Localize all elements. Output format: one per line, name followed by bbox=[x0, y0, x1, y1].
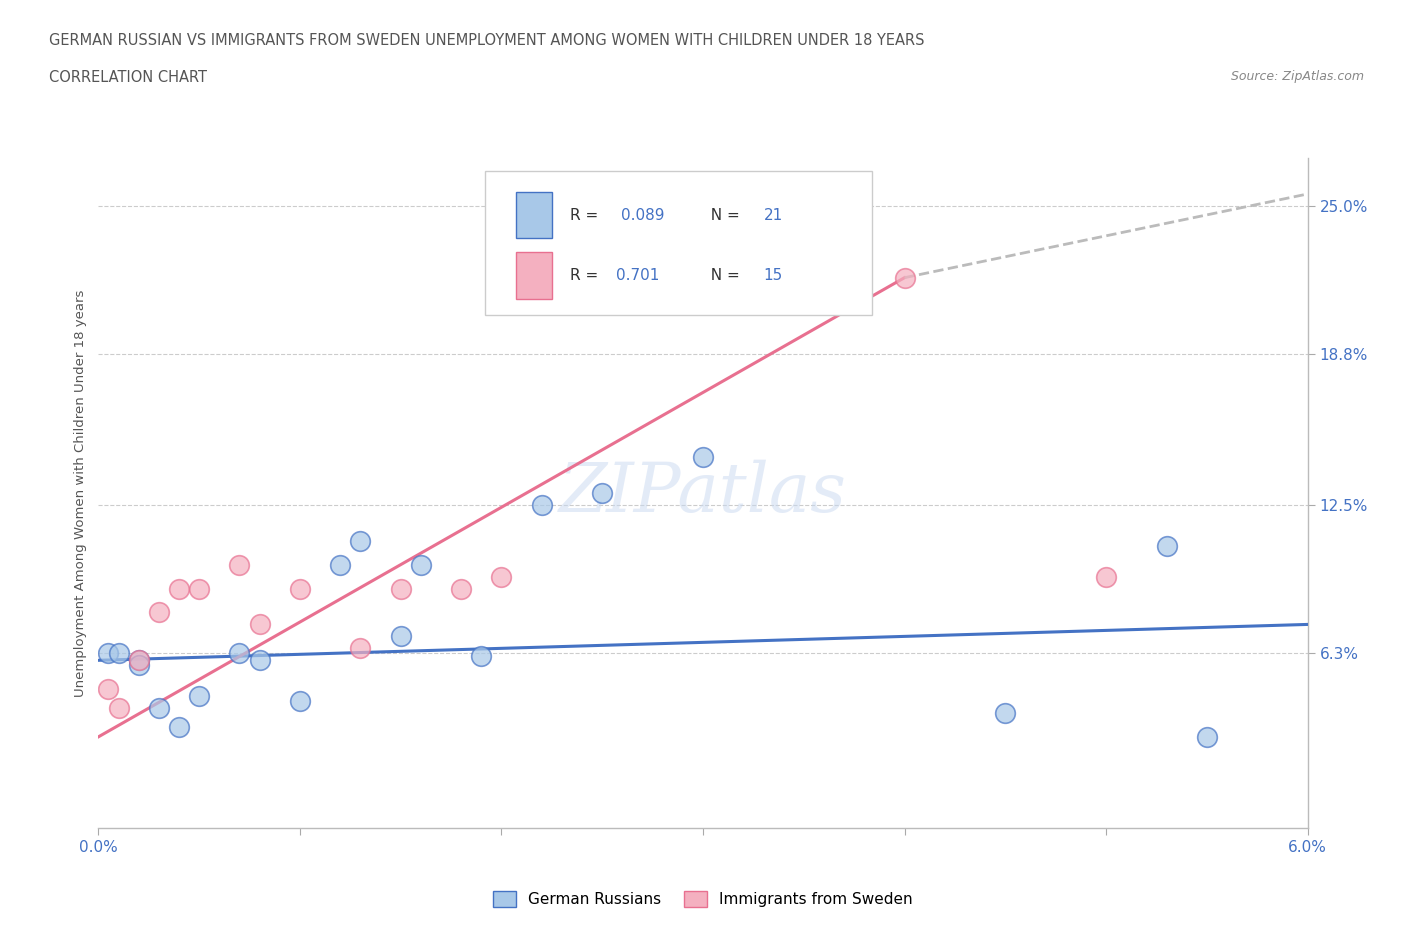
Point bbox=[188, 581, 211, 596]
Point bbox=[188, 689, 211, 704]
Legend: German Russians, Immigrants from Sweden: German Russians, Immigrants from Sweden bbox=[494, 891, 912, 907]
Point bbox=[128, 653, 150, 668]
Point bbox=[530, 498, 553, 512]
Text: Source: ZipAtlas.com: Source: ZipAtlas.com bbox=[1230, 70, 1364, 83]
Point bbox=[128, 653, 150, 668]
Point bbox=[107, 700, 129, 715]
Point bbox=[288, 694, 311, 709]
Point bbox=[591, 485, 613, 500]
Point bbox=[692, 449, 714, 464]
Text: N =: N = bbox=[700, 207, 744, 222]
Point bbox=[893, 271, 915, 286]
Point bbox=[107, 645, 129, 660]
Point bbox=[994, 706, 1017, 721]
Text: CORRELATION CHART: CORRELATION CHART bbox=[49, 70, 207, 85]
Point bbox=[128, 658, 150, 672]
Point bbox=[470, 648, 492, 663]
Point bbox=[349, 533, 371, 548]
Point bbox=[148, 700, 170, 715]
Point bbox=[249, 653, 271, 668]
Point bbox=[450, 581, 472, 596]
Y-axis label: Unemployment Among Women with Children Under 18 years: Unemployment Among Women with Children U… bbox=[75, 289, 87, 697]
Point bbox=[228, 645, 250, 660]
Point bbox=[167, 720, 190, 735]
Point bbox=[249, 617, 271, 631]
Point bbox=[349, 641, 371, 656]
Point bbox=[491, 569, 513, 584]
Text: GERMAN RUSSIAN VS IMMIGRANTS FROM SWEDEN UNEMPLOYMENT AMONG WOMEN WITH CHILDREN : GERMAN RUSSIAN VS IMMIGRANTS FROM SWEDEN… bbox=[49, 33, 925, 47]
Point bbox=[228, 557, 250, 572]
Point bbox=[97, 682, 120, 697]
Text: N =: N = bbox=[700, 268, 744, 283]
Text: R =: R = bbox=[569, 268, 603, 283]
FancyBboxPatch shape bbox=[485, 171, 872, 315]
Text: 0.089: 0.089 bbox=[621, 207, 664, 222]
Point bbox=[1156, 538, 1178, 553]
Point bbox=[389, 629, 412, 644]
FancyBboxPatch shape bbox=[516, 192, 551, 238]
Text: 0.701: 0.701 bbox=[616, 268, 659, 283]
Point bbox=[389, 581, 412, 596]
Point bbox=[329, 557, 352, 572]
Point bbox=[167, 581, 190, 596]
Point bbox=[288, 581, 311, 596]
Text: 21: 21 bbox=[763, 207, 783, 222]
Point bbox=[97, 645, 120, 660]
Text: 15: 15 bbox=[763, 268, 783, 283]
Point bbox=[1095, 569, 1118, 584]
Point bbox=[409, 557, 432, 572]
Point bbox=[1195, 729, 1218, 744]
Text: ZIPatlas: ZIPatlas bbox=[560, 459, 846, 526]
Text: R =: R = bbox=[569, 207, 603, 222]
FancyBboxPatch shape bbox=[516, 252, 551, 299]
Point bbox=[148, 605, 170, 620]
